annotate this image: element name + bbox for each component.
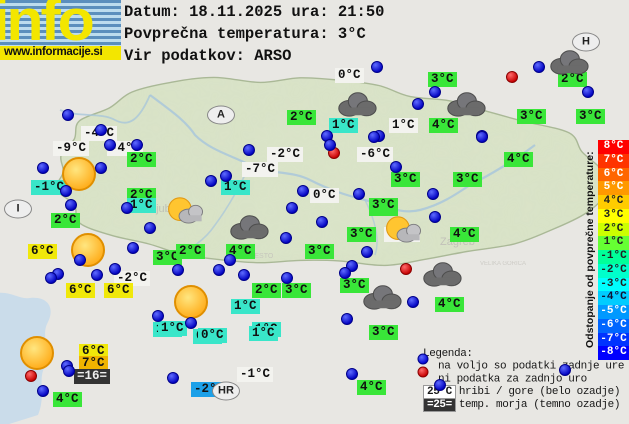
svg-text:VELIKA GORICA: VELIKA GORICA [480,261,526,267]
